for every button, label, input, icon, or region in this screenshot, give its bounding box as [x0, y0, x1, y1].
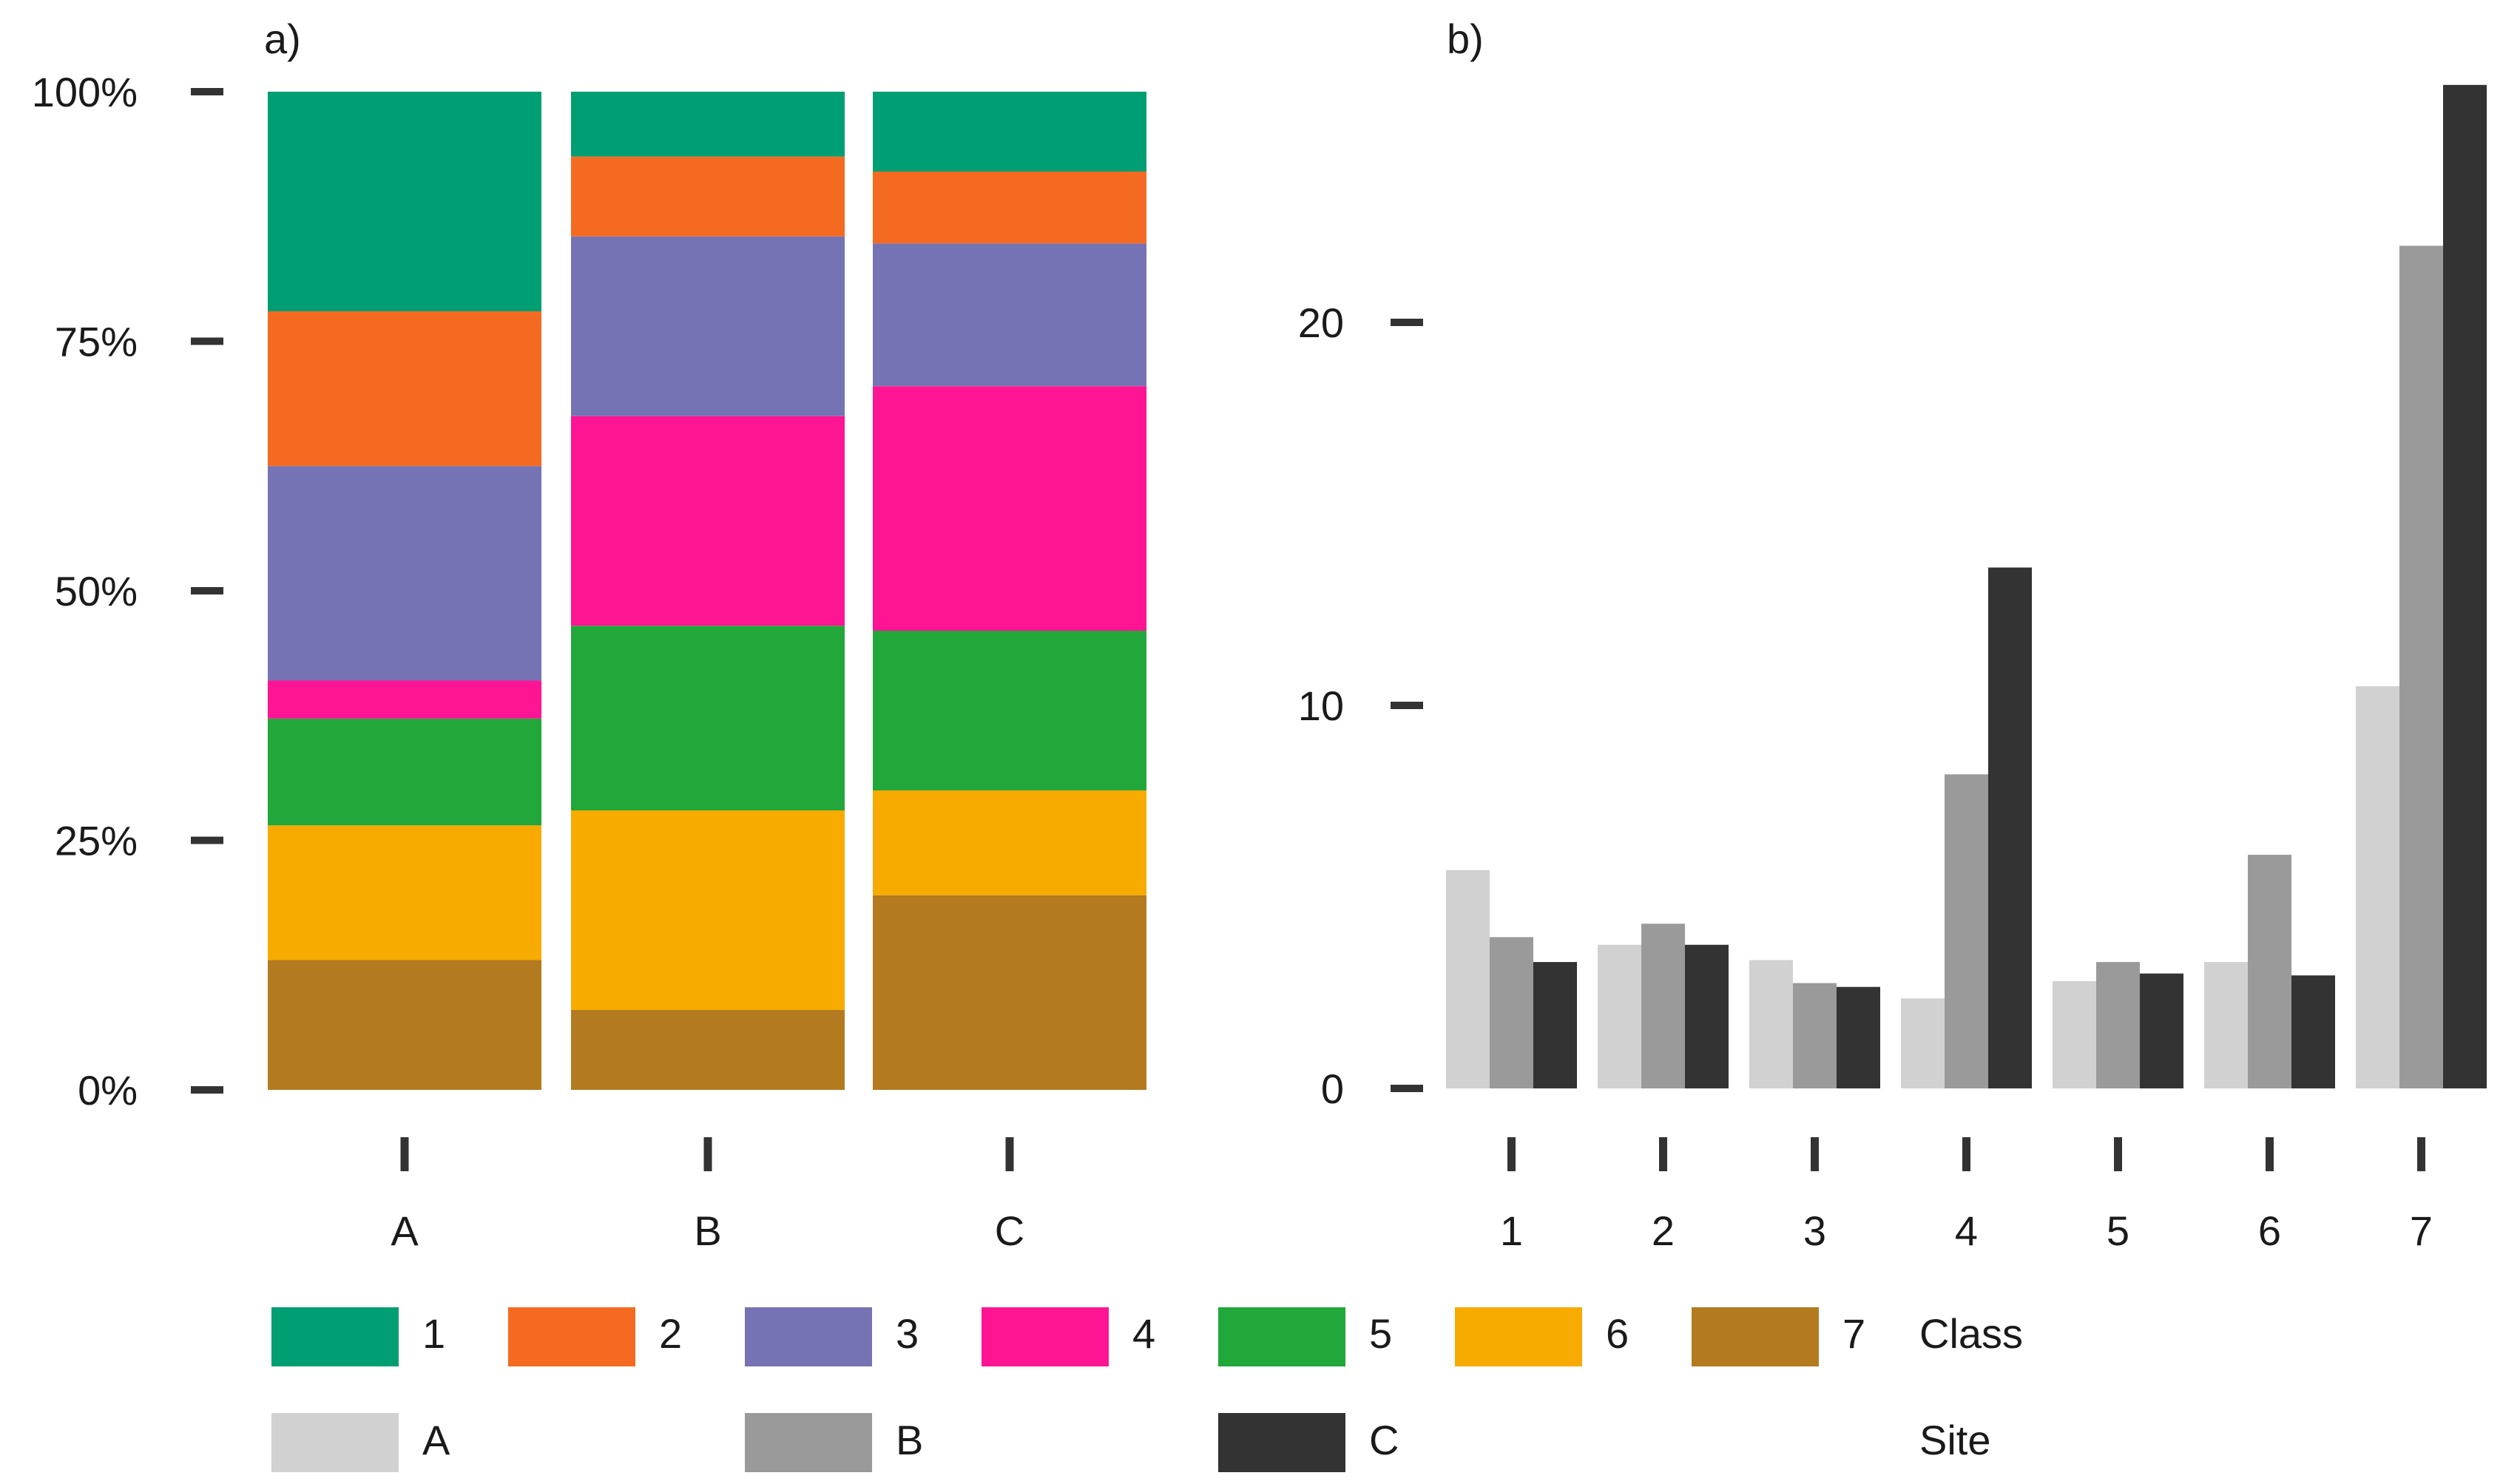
bar-class-5-site-C: [2140, 973, 2183, 1088]
bar-segment-A-class-6: [268, 825, 541, 960]
x-tick-label: 2: [1652, 1207, 1675, 1254]
bar-segment-B-class-5: [571, 626, 845, 810]
legend-site-swatch-B: [745, 1413, 872, 1472]
legend-class: Class 1 2 3 4 5 6 7: [271, 1307, 2023, 1366]
bar-segment-B-class-4: [571, 416, 845, 626]
bar-class-2-site-A: [1598, 944, 1641, 1088]
bar-class-3-site-B: [1793, 983, 1837, 1088]
y-tick-label: 100%: [32, 69, 138, 115]
legend-class-swatch-4: [982, 1307, 1109, 1366]
legend-class-label-7: 7: [1842, 1310, 1865, 1357]
legend-class-label-5: 5: [1369, 1310, 1392, 1357]
bar-class-3-site-A: [1749, 960, 1793, 1088]
y-tick-label: 50%: [55, 568, 138, 614]
x-tick-label: 4: [1955, 1207, 1978, 1254]
legend-class-label-2: 2: [659, 1310, 682, 1357]
y-tick-label: 0: [1321, 1065, 1344, 1112]
legend-class-title: Class: [1919, 1310, 2023, 1357]
bar-segment-C-class-3: [873, 243, 1146, 387]
bar-segment-C-class-4: [873, 386, 1146, 631]
panel-b-grouped-bar-chart: b) 0 10 20 1 2 3 4 5 6 7: [1298, 16, 2487, 1254]
y-tick-label: 75%: [55, 319, 138, 365]
panel-b-x-axis: 1 2 3 4 5 6 7: [1500, 1137, 2433, 1254]
bar-segment-B-class-7: [571, 1010, 845, 1090]
legend-class-swatch-5: [1218, 1307, 1345, 1366]
bar-class-4-site-A: [1901, 998, 1945, 1088]
legend-site-swatch-C: [1218, 1413, 1345, 1472]
x-tick-label: 6: [2258, 1207, 2281, 1254]
legend-class-swatch-3: [745, 1307, 872, 1366]
legend-site-label-B: B: [896, 1417, 923, 1463]
bar-segment-C-class-5: [873, 631, 1146, 790]
bar-class-6-site-B: [2248, 855, 2291, 1088]
x-tick-label: 7: [2410, 1207, 2433, 1254]
bar-class-4-site-B: [1945, 774, 1988, 1088]
legend-class-label-4: 4: [1132, 1310, 1155, 1357]
legend-class-label-1: 1: [422, 1310, 445, 1357]
bar-class-5-site-A: [2053, 980, 2096, 1088]
panel-a-bars: [268, 92, 1146, 1090]
bar-class-6-site-A: [2204, 962, 2248, 1088]
panel-a-y-axis: 0% 25% 50% 75% 100%: [32, 69, 223, 1114]
bar-segment-A-class-7: [268, 960, 541, 1090]
y-tick-label: 25%: [55, 818, 138, 864]
y-tick-label: 0%: [78, 1067, 138, 1114]
bar-class-1-site-C: [1533, 962, 1577, 1088]
x-tick-label: 5: [2107, 1207, 2129, 1254]
bar-class-1-site-A: [1446, 870, 1490, 1088]
x-tick-label: C: [995, 1207, 1024, 1254]
bar-segment-C-class-1: [873, 92, 1146, 172]
panel-a-label: a): [264, 16, 301, 62]
legend-site-label-A: A: [422, 1417, 450, 1463]
bar-class-2-site-B: [1641, 924, 1685, 1088]
bar-segment-A-class-4: [268, 680, 541, 719]
x-tick-label: 3: [1803, 1207, 1826, 1254]
bar-class-2-site-C: [1685, 944, 1729, 1088]
legend-site-swatch-A: [271, 1413, 399, 1472]
legend-class-swatch-6: [1455, 1307, 1582, 1366]
bar-segment-C-class-7: [873, 895, 1146, 1090]
panel-a-stacked-bar-chart: a) 0% 25% 50% 75% 100% A B C: [32, 16, 1146, 1254]
panel-b-bars: [1446, 84, 2487, 1089]
x-tick-label: B: [694, 1207, 721, 1254]
bar-class-6-site-C: [2291, 975, 2335, 1088]
bar-class-1-site-B: [1490, 937, 1533, 1088]
bar-segment-B-class-6: [571, 810, 845, 1010]
legend-class-label-6: 6: [1606, 1310, 1629, 1357]
bar-segment-C-class-2: [873, 172, 1146, 244]
legend-class-label-3: 3: [896, 1310, 919, 1357]
bar-segment-B-class-2: [571, 156, 845, 237]
bar-class-3-site-C: [1837, 986, 1880, 1088]
bar-class-7-site-A: [2356, 686, 2399, 1088]
y-tick-label: 10: [1298, 682, 1344, 729]
bar-segment-A-class-2: [268, 311, 541, 467]
legend-class-swatch-2: [508, 1307, 635, 1366]
legend-class-swatch-1: [271, 1307, 399, 1366]
legend-site-label-C: C: [1369, 1417, 1399, 1463]
legend-site-title: Site: [1919, 1417, 1991, 1463]
bar-segment-B-class-3: [571, 236, 845, 416]
panel-b-label: b): [1447, 16, 1484, 62]
bar-class-7-site-C: [2443, 84, 2487, 1089]
panel-a-x-axis: A B C: [391, 1137, 1024, 1254]
legend-class-swatch-7: [1692, 1307, 1819, 1366]
bar-segment-A-class-3: [268, 466, 541, 681]
panel-b-y-axis: 0 10 20: [1298, 299, 1423, 1112]
bar-segment-C-class-6: [873, 790, 1146, 895]
x-tick-label: A: [391, 1207, 419, 1254]
x-tick-label: 1: [1500, 1207, 1523, 1254]
y-tick-label: 20: [1298, 299, 1344, 346]
legend-site: Site A B C: [271, 1413, 1991, 1472]
bar-class-5-site-B: [2096, 962, 2140, 1088]
bar-class-4-site-C: [1988, 567, 2032, 1088]
bar-segment-A-class-5: [268, 718, 541, 826]
bar-segment-A-class-1: [268, 92, 541, 311]
bar-segment-B-class-1: [571, 92, 845, 157]
bar-class-7-site-B: [2399, 245, 2443, 1088]
